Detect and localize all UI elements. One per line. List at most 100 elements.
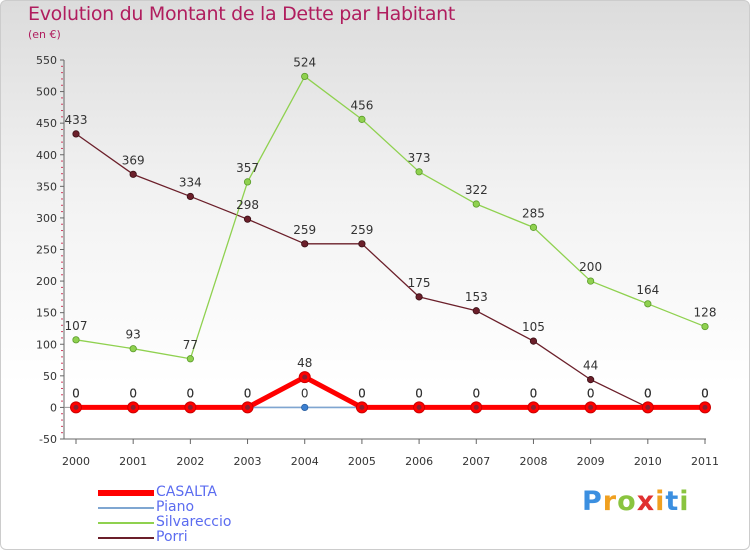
data-labels-layer: 433 369 334 298 259 259 175 153 105 44 0 0 107 93 77 35… bbox=[65, 55, 717, 400]
y-tick-label: 200 bbox=[36, 275, 57, 288]
y-tick-label: 350 bbox=[36, 180, 57, 193]
data-label: 200 bbox=[579, 260, 602, 274]
x-tick-label: 2008 bbox=[519, 455, 547, 468]
data-label: 0 bbox=[187, 386, 195, 400]
x-tick-label: 2010 bbox=[634, 455, 662, 468]
data-point bbox=[529, 223, 538, 231]
legend-swatch bbox=[98, 522, 154, 524]
logo-letter: i bbox=[655, 486, 666, 517]
legend-label: Porri bbox=[156, 529, 188, 545]
data-label: 0 bbox=[530, 386, 538, 400]
data-label: 0 bbox=[701, 386, 709, 400]
data-label: 164 bbox=[636, 283, 659, 297]
series-line-porri bbox=[75, 133, 705, 409]
data-label: 0 bbox=[358, 386, 366, 400]
data-label: 0 bbox=[701, 386, 709, 400]
legend-label: CASALTA bbox=[156, 484, 217, 500]
x-tick-label: 2011 bbox=[691, 455, 719, 468]
data-point bbox=[415, 168, 423, 176]
legend-label: Piano bbox=[156, 499, 195, 515]
y-tick-label: 400 bbox=[36, 149, 57, 162]
logo-letter: i bbox=[679, 486, 690, 517]
data-label: 334 bbox=[179, 175, 202, 189]
data-point-center bbox=[245, 404, 251, 410]
x-tick-label: 2006 bbox=[405, 455, 433, 468]
series-line-casalta bbox=[76, 374, 705, 410]
data-point-center bbox=[359, 404, 365, 410]
data-point bbox=[587, 277, 595, 285]
data-point bbox=[129, 345, 137, 353]
logo-letter: r bbox=[602, 486, 618, 517]
y-tick-label: 450 bbox=[36, 117, 57, 130]
data-label: 44 bbox=[583, 359, 598, 373]
legend-swatch bbox=[98, 490, 154, 496]
x-tick-label: 2004 bbox=[291, 455, 319, 468]
data-point bbox=[243, 178, 252, 186]
data-label: 0 bbox=[644, 386, 652, 400]
x-tick-label: 2002 bbox=[176, 455, 204, 468]
data-label: 373 bbox=[408, 151, 431, 165]
data-point bbox=[301, 403, 309, 412]
data-point-center bbox=[187, 404, 193, 410]
data-label: 322 bbox=[465, 183, 488, 197]
data-label: 259 bbox=[293, 223, 316, 237]
data-point-center bbox=[473, 404, 479, 410]
data-point bbox=[301, 72, 309, 81]
chart-title: Evolution du Montant de la Dette par Hab… bbox=[28, 3, 456, 25]
data-label: 0 bbox=[644, 386, 652, 400]
data-label: 0 bbox=[530, 386, 538, 400]
x-tick-label: 2001 bbox=[119, 455, 147, 468]
y-tick-label: 100 bbox=[36, 338, 57, 351]
data-label: 0 bbox=[358, 386, 366, 400]
data-label: 105 bbox=[522, 320, 545, 334]
data-label: 0 bbox=[472, 386, 480, 400]
data-point bbox=[358, 240, 366, 248]
data-label: 0 bbox=[187, 386, 195, 400]
data-point-center bbox=[645, 404, 651, 410]
legend-swatch bbox=[98, 537, 154, 539]
data-label: 0 bbox=[72, 386, 80, 400]
y-tick-label: -50 bbox=[39, 433, 57, 446]
data-label: 0 bbox=[415, 386, 423, 400]
y-tick-label: 550 bbox=[36, 54, 57, 67]
y-tick-label: 50 bbox=[43, 370, 57, 383]
data-label: 93 bbox=[126, 328, 141, 342]
data-label: 0 bbox=[72, 386, 80, 400]
data-point bbox=[587, 376, 595, 384]
data-point-center bbox=[130, 404, 136, 410]
data-label: 0 bbox=[301, 386, 309, 400]
data-label: 433 bbox=[65, 113, 88, 127]
data-point bbox=[472, 200, 480, 208]
data-label: 357 bbox=[236, 161, 259, 175]
data-point-center bbox=[702, 404, 708, 410]
legend-label: Silvareccio bbox=[156, 514, 232, 530]
data-label: 369 bbox=[122, 153, 145, 167]
y-tick-label: 150 bbox=[36, 307, 57, 320]
x-tick-label: 2007 bbox=[462, 455, 490, 468]
data-label: 0 bbox=[701, 386, 709, 400]
data-label: 259 bbox=[350, 223, 373, 237]
logo-letter: P bbox=[582, 486, 603, 517]
series-layer bbox=[70, 72, 711, 414]
y-tick-label: 250 bbox=[36, 244, 57, 257]
data-label: 77 bbox=[183, 338, 198, 352]
chart-subtitle: (en €) bbox=[28, 28, 61, 41]
data-point bbox=[72, 336, 80, 344]
data-point bbox=[186, 192, 194, 201]
data-label: 524 bbox=[293, 55, 316, 69]
data-label: 153 bbox=[465, 290, 488, 304]
x-tick-label: 2000 bbox=[62, 455, 90, 468]
data-label: 0 bbox=[587, 386, 595, 400]
data-label: 0 bbox=[244, 386, 252, 400]
data-label: 285 bbox=[522, 206, 545, 220]
data-label: 128 bbox=[694, 306, 717, 320]
data-label: 456 bbox=[350, 98, 373, 112]
data-point bbox=[186, 355, 194, 363]
data-point bbox=[415, 293, 423, 301]
data-point-center bbox=[588, 404, 594, 410]
data-label: 0 bbox=[587, 386, 595, 400]
data-point bbox=[72, 130, 80, 138]
data-point-center bbox=[302, 374, 308, 380]
